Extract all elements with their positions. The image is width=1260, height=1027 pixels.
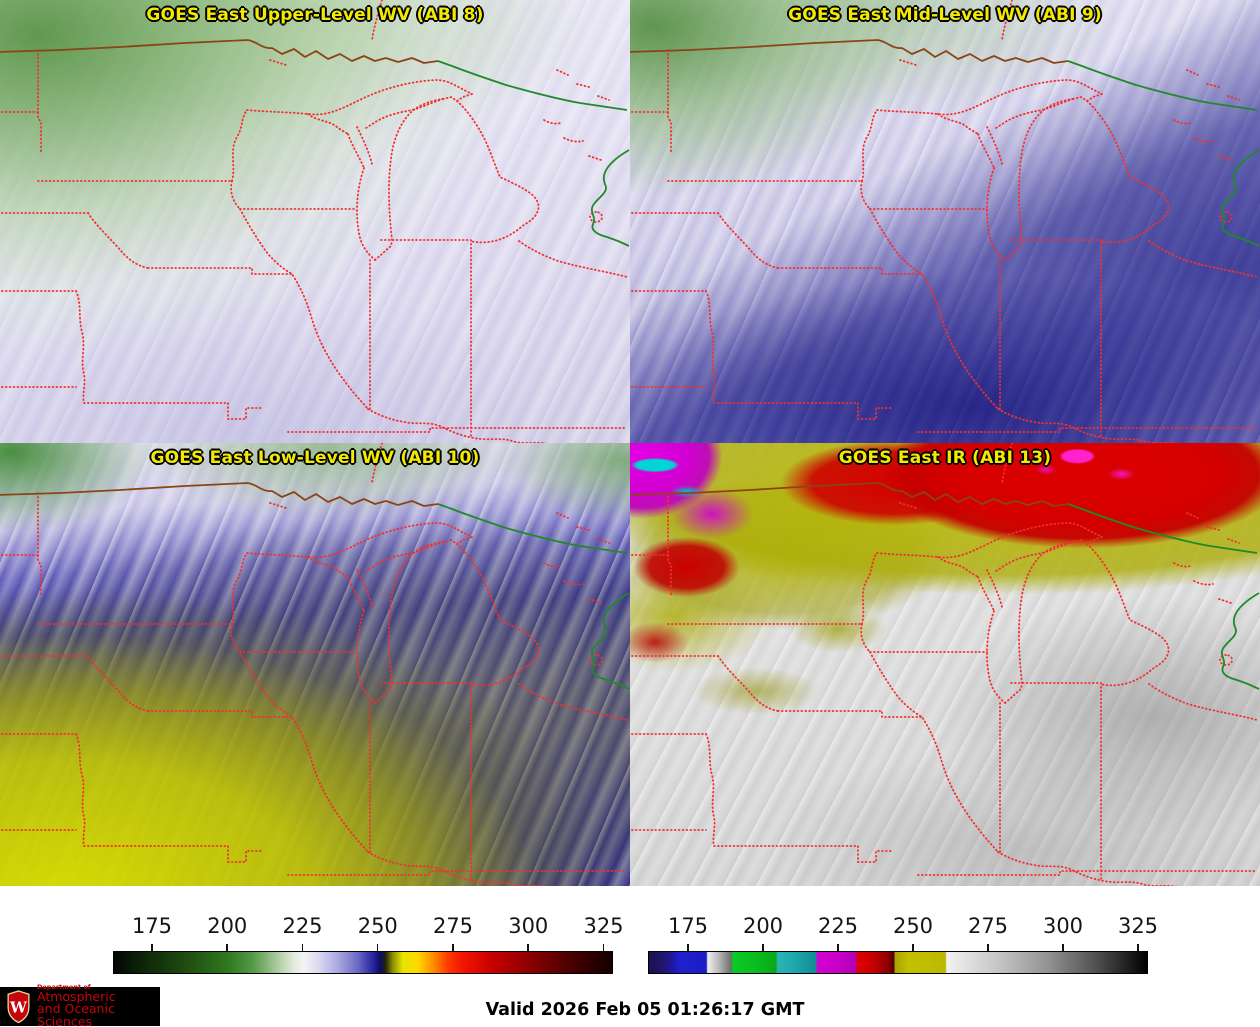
valid-timestamp: Valid 2026 Feb 05 01:26:17 GMT	[485, 1000, 805, 1020]
panel-abi8: GOES East Upper-Level WV (ABI 8)	[0, 0, 630, 443]
colorbar-tick	[687, 944, 689, 951]
colorbar-tick	[301, 944, 304, 951]
uw-crest-icon: W	[7, 990, 30, 1023]
footer: 175 200 225 250 275 300 325 175 200 225 250 275 300…	[0, 886, 1260, 1027]
panel-title-abi13: GOES East IR (ABI 13)	[838, 448, 1052, 468]
panel-abi13: GOES East IR (ABI 13)	[630, 443, 1260, 886]
colorbar-wv-gradient	[113, 951, 613, 974]
colorbar-tick-label: 300	[1042, 914, 1084, 938]
panel-title-abi9: GOES East Mid-Level WV (ABI 9)	[788, 5, 1102, 25]
colorbar-tick	[762, 944, 764, 951]
colorbar-tick-label: 200	[742, 914, 784, 938]
colorbar-tick	[527, 944, 529, 951]
colorbar-tick	[1062, 944, 1064, 951]
logo-dept-line: Department of	[37, 983, 91, 992]
svg-text:W: W	[9, 999, 28, 1017]
logo-text: Department of Atmospheric and Oceanic Sc…	[37, 984, 160, 1027]
uw-aos-logo: W Department of Atmospheric and Oceanic …	[0, 984, 160, 1027]
panel-title-abi8: GOES East Upper-Level WV (ABI 8)	[146, 5, 484, 25]
colorbar-tick-label: 250	[357, 914, 398, 938]
colorbar-tick-label: 325	[583, 914, 624, 938]
colorbar-tick-label: 300	[508, 914, 549, 938]
logo-line2: and Oceanic Sciences	[37, 1001, 115, 1027]
colorbar-tick-label: 275	[967, 914, 1009, 938]
colorbar-tick	[837, 944, 839, 951]
colorbar-tick	[912, 944, 914, 951]
map-overlay	[630, 0, 1260, 443]
colorbar-tick	[226, 944, 228, 951]
colorbar-tick-label: 225	[817, 914, 859, 938]
colorbar-tick	[452, 944, 454, 951]
colorbar-tick-label: 225	[282, 914, 323, 938]
satellite-imagery-ir	[630, 443, 1260, 886]
colorbar-tick-label: 250	[892, 914, 934, 938]
colorbar-tick-label: 175	[131, 914, 173, 938]
satellite-imagery-low-level-wv	[0, 443, 630, 886]
colorbar-tick-label: 200	[207, 914, 248, 938]
map-overlay	[630, 443, 1260, 886]
colorbar-tick	[151, 944, 153, 951]
satellite-imagery-upper-level-wv	[0, 0, 630, 443]
panel-abi10: GOES East Low-Level WV (ABI 10)	[0, 443, 630, 886]
map-overlay	[0, 0, 630, 443]
logo-line1: Atmospheric	[37, 988, 116, 1004]
colorbar-tick-label: 325	[1117, 914, 1159, 938]
colorbar-tick-label: 275	[432, 914, 474, 938]
colorbar-wv: 175 200 225 250 275 300 325	[113, 914, 624, 974]
panel-abi9: GOES East Mid-Level WV (ABI 9)	[630, 0, 1260, 443]
colorbar-ir-gradient	[648, 951, 1148, 974]
colorbar-ir: 175 200 225 250 275 300 325	[648, 914, 1158, 974]
panel-title-abi10: GOES East Low-Level WV (ABI 10)	[150, 448, 480, 468]
colorbar-tick	[376, 944, 379, 951]
colorbar-tick	[1137, 944, 1139, 951]
colorbar-tick	[602, 944, 605, 951]
colorbar-tick-label: 175	[667, 914, 709, 938]
colorbar-tick	[987, 944, 989, 951]
map-overlay	[0, 443, 630, 886]
satellite-imagery-mid-level-wv	[630, 0, 1260, 443]
